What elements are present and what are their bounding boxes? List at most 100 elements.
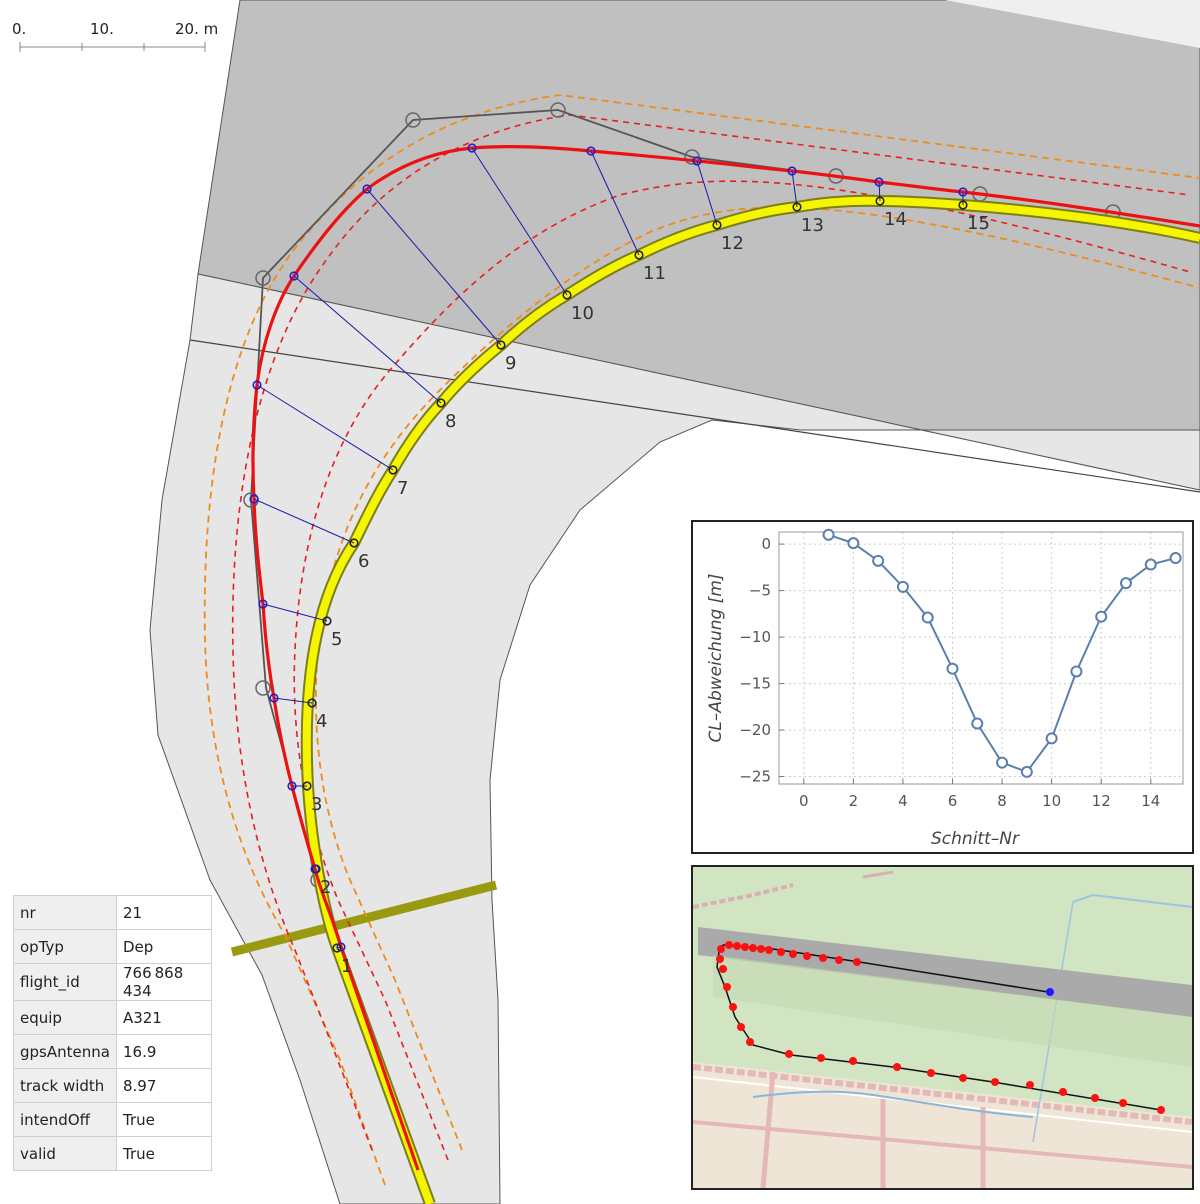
track-point — [287, 781, 297, 791]
track-point — [692, 156, 702, 166]
overview-map[interactable] — [693, 867, 1192, 1188]
info-key: equip — [13, 1000, 117, 1035]
info-key: intendOff — [13, 1102, 117, 1137]
deviation-series-points — [822, 528, 1182, 778]
track-point — [874, 177, 884, 187]
scalebar-label-10: 10. — [90, 20, 114, 38]
overview-track-points — [716, 941, 1165, 1114]
section-label: 15 — [967, 213, 990, 234]
info-value: 8.97 — [116, 1068, 212, 1103]
track-point — [586, 146, 596, 156]
chart-point-14 — [1144, 558, 1157, 571]
section-line — [293, 275, 442, 404]
chart-point-4 — [896, 580, 909, 593]
section-7: 7 — [252, 380, 408, 499]
centerline-point — [634, 250, 644, 260]
chart-x-tick-label: 4 — [898, 792, 908, 810]
section-label: 5 — [331, 629, 342, 650]
runway-area — [197, 0, 1200, 491]
info-value: True — [116, 1102, 212, 1137]
chart-point-9 — [1020, 765, 1033, 778]
grass-strip — [945, 0, 1200, 48]
section-4: 4 — [269, 693, 327, 732]
section-10: 10 — [467, 143, 594, 324]
deviation-chart-panel: 0 2 4 6 8 10 12 14 0 −5 −10 −15 −20 −25 Schnitt–Nr CL… — [691, 520, 1194, 854]
chart-x-tick-label: 8 — [997, 792, 1007, 810]
info-value: Dep — [116, 929, 212, 964]
info-value: 16.9 — [116, 1034, 212, 1069]
section-label: 13 — [801, 215, 824, 236]
info-row-2: flight_id 766 868 434 — [13, 963, 212, 1001]
stop-bar — [230, 880, 498, 957]
chart-point-13 — [1119, 577, 1132, 590]
section-line — [471, 147, 568, 296]
chart-point-11 — [1070, 665, 1083, 678]
info-value: 21 — [116, 895, 212, 930]
info-row-1: opTyp Dep — [13, 929, 212, 964]
chart-y-tick-label: −20 — [739, 721, 771, 739]
info-key: valid — [13, 1136, 117, 1171]
section-label: 2 — [320, 877, 331, 898]
section-label: 14 — [884, 209, 907, 230]
chart-y-tick-label: −25 — [739, 768, 771, 786]
section-line — [256, 384, 394, 471]
track-point — [269, 693, 279, 703]
section-line — [262, 603, 328, 622]
info-row-0: nr 21 — [13, 895, 212, 930]
overview-runway — [698, 927, 1192, 1017]
section-label: 1 — [341, 956, 352, 977]
section-label: 3 — [311, 794, 322, 815]
track-point — [958, 187, 968, 197]
centerline-point — [436, 398, 446, 408]
overview-current-position — [1046, 988, 1054, 996]
section-5: 5 — [258, 599, 342, 650]
info-row-7: valid True — [13, 1136, 212, 1171]
section-line — [590, 150, 640, 256]
section-2: 2 — [310, 864, 331, 898]
info-key: nr — [13, 895, 117, 930]
section-label: 6 — [358, 551, 369, 572]
centerline-point — [307, 698, 317, 708]
centerline-point — [958, 200, 968, 210]
chart-point-6 — [946, 662, 959, 675]
chart-point-2 — [847, 537, 860, 550]
envelope-inner-left — [231, 114, 1191, 1151]
centerline-point — [322, 616, 332, 626]
info-row-6: intendOff True — [13, 1102, 212, 1137]
chart-point-15 — [1169, 552, 1182, 565]
scalebar-label-0: 0. — [12, 20, 26, 38]
track-point — [467, 143, 477, 153]
centerline-point — [875, 196, 885, 206]
info-key: track width — [13, 1068, 117, 1103]
section-line — [791, 170, 798, 208]
chart-ticks: 0 2 4 6 8 10 12 14 0 −5 −10 −15 −20 −25 — [739, 535, 1160, 810]
track-point — [336, 942, 346, 952]
track-point — [252, 380, 262, 390]
section-label: 9 — [505, 353, 516, 374]
chart-x-tick-label: 14 — [1141, 792, 1160, 810]
info-value: A321 — [116, 1000, 212, 1035]
chart-x-tick-label: 12 — [1092, 792, 1111, 810]
scale-bar: 0. 10. 20. m — [12, 20, 218, 52]
section-8: 8 — [289, 271, 456, 432]
chart-frame — [778, 531, 1184, 785]
chart-y-tick-label: −5 — [749, 582, 771, 600]
taxiway-edge-line — [189, 339, 1200, 493]
centerline-point — [562, 290, 572, 300]
chart-x-label: Schnitt–Nr — [931, 829, 1020, 849]
section-3: 3 — [287, 781, 322, 815]
info-row-3: equip A321 — [13, 1000, 212, 1035]
info-value: 766 868 434 — [116, 963, 212, 1001]
overview-map-panel[interactable] — [691, 865, 1194, 1190]
centerline-point — [496, 340, 506, 350]
envelope-inner-right — [293, 180, 1191, 1161]
section-line — [253, 498, 355, 544]
centerline-point — [388, 465, 398, 475]
section-11: 11 — [586, 146, 666, 284]
section-label: 10 — [571, 303, 594, 324]
section-label: 7 — [397, 478, 408, 499]
chart-point-1 — [822, 528, 835, 541]
track-point — [258, 599, 268, 609]
